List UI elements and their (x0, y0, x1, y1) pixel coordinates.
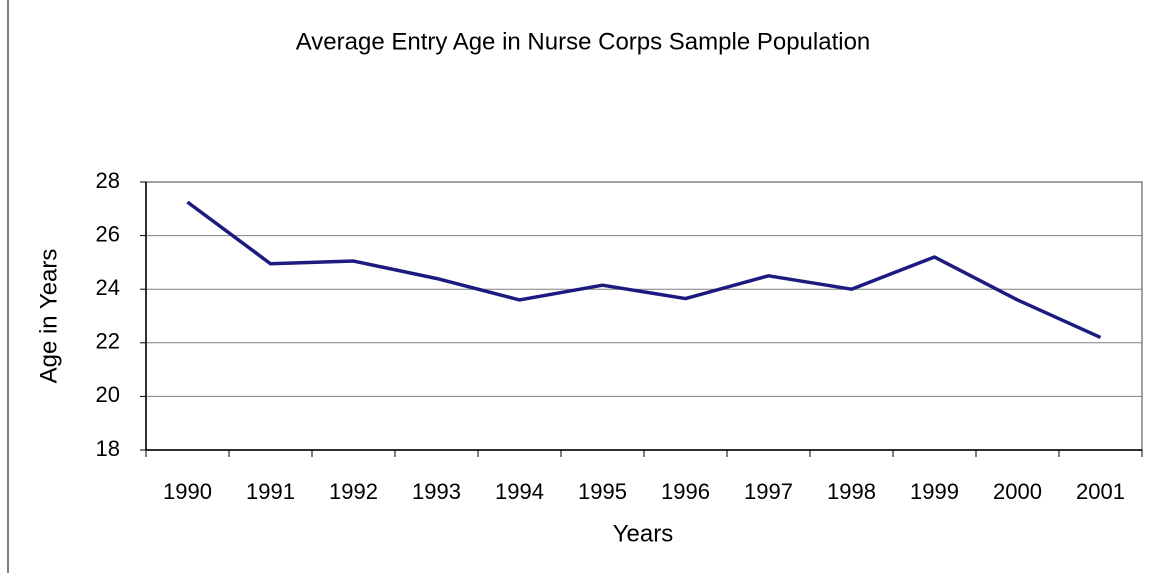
x-tick-label: 1993 (412, 479, 461, 504)
x-tick-label: 1998 (827, 479, 876, 504)
x-tick-label: 2000 (993, 479, 1042, 504)
y-axis-label: Age in Years (35, 249, 62, 384)
x-tick-label: 1997 (744, 479, 793, 504)
chart-title: Average Entry Age in Nurse Corps Sample … (296, 28, 871, 55)
y-tick-label: 26 (96, 221, 120, 246)
y-tick-label: 24 (96, 275, 120, 300)
y-tick-label: 20 (96, 382, 120, 407)
data-line (186, 200, 1102, 340)
x-tick-label: 1999 (910, 479, 959, 504)
x-axis-label: Years (613, 520, 674, 547)
x-tick-label: 1995 (578, 479, 627, 504)
y-tick-label: 28 (96, 168, 120, 193)
x-tick-label: 2001 (1076, 479, 1125, 504)
x-tick-label: 1991 (246, 479, 295, 504)
x-tick-label: 1992 (329, 479, 378, 504)
x-tick-label: 1994 (495, 479, 544, 504)
plot-area (145, 181, 1143, 451)
x-tick-label: 1990 (163, 479, 212, 504)
x-tick-label: 1996 (661, 479, 710, 504)
y-tick-label: 18 (96, 436, 120, 461)
y-tick-label: 22 (96, 329, 120, 354)
